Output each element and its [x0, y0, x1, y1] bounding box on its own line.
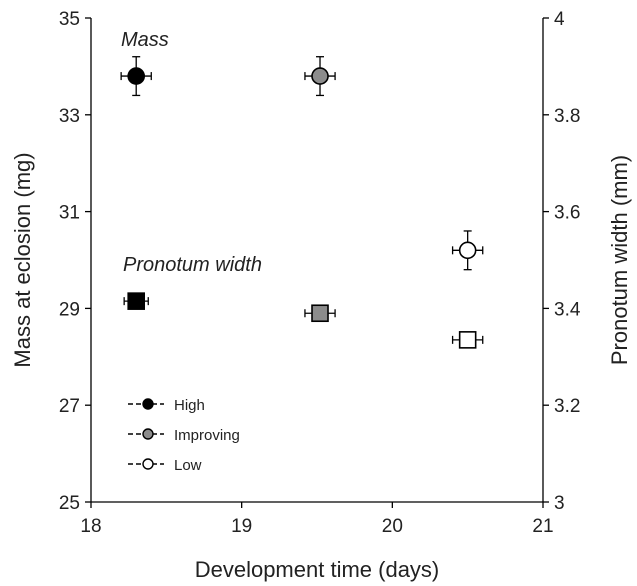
- axes: [90, 18, 544, 503]
- mass-point-improving: [311, 67, 329, 85]
- y-tick-label: 35: [59, 9, 80, 30]
- mass-point-high: [127, 67, 145, 85]
- ticks: 25 27 29 31 33 35 3 3.2 3.4 3.6 3.8 4 18 19 20 21: [59, 9, 581, 537]
- legend-label-improving: Improving: [174, 427, 240, 444]
- legend-marker-high: [142, 398, 154, 410]
- y2-tick-label: 3.2: [554, 396, 580, 417]
- y-tick-label: 31: [59, 203, 80, 224]
- y2-axis-title: Pronotum width (mm): [607, 155, 632, 365]
- y2-tick-label: 3.6: [554, 203, 580, 224]
- legend-label-low: Low: [174, 457, 202, 474]
- data-marks: [120, 56, 484, 349]
- y-axis-title: Mass at eclosion (mg): [10, 152, 35, 367]
- x-tick-label: 20: [382, 516, 403, 537]
- legend: High Improving Low: [128, 397, 240, 474]
- x-tick-label: 18: [80, 516, 101, 537]
- y2-tick-label: 3.4: [554, 299, 581, 320]
- annotation-mass: Mass: [121, 29, 169, 51]
- legend-label-high: High: [174, 397, 205, 414]
- mass-point-low: [458, 241, 477, 260]
- x-tick-label: 19: [231, 516, 252, 537]
- annotation-pronotum-width: Pronotum width: [123, 254, 262, 276]
- y2-tick-label: 4: [554, 9, 565, 30]
- pronotum-point-high: [127, 292, 145, 310]
- y2-tick-label: 3.8: [554, 106, 580, 127]
- legend-marker-low: [142, 458, 154, 470]
- x-axis-title: Development time (days): [195, 557, 440, 582]
- y-tick-label: 27: [59, 396, 80, 417]
- y-tick-label: 25: [59, 493, 80, 514]
- legend-marker-improving: [142, 428, 154, 440]
- y2-tick-label: 3: [554, 493, 565, 514]
- y-tick-label: 33: [59, 106, 80, 127]
- y-tick-label: 29: [59, 299, 80, 320]
- x-tick-label: 21: [532, 516, 553, 537]
- pronotum-point-low: [458, 331, 477, 349]
- pronotum-point-improving: [311, 304, 329, 323]
